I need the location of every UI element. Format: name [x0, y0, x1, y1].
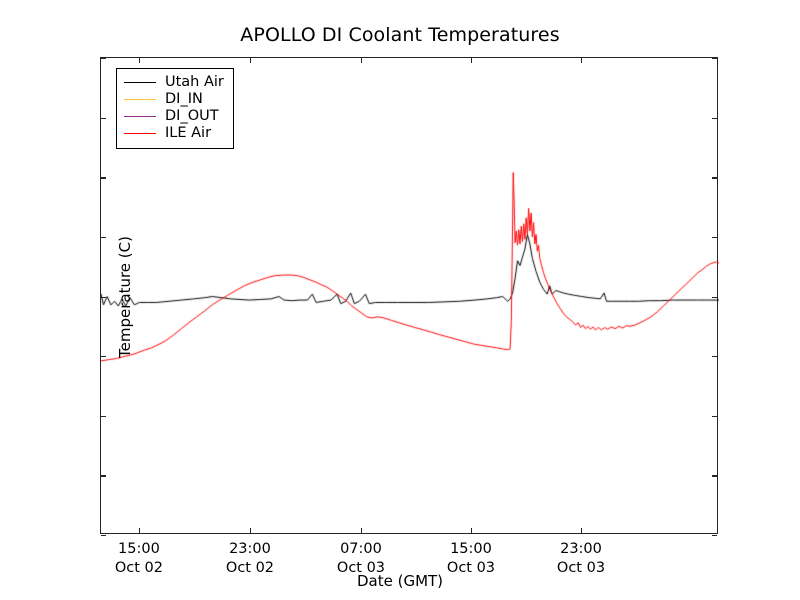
legend-item[interactable]: DI_IN: [124, 91, 224, 108]
x-tick-mark: [249, 528, 252, 533]
x-tick-mark-top: [360, 58, 363, 63]
x-tick-date: Oct 03: [446, 560, 496, 576]
x-tick-mark-top: [581, 58, 583, 63]
y-tick-mark: [101, 356, 106, 358]
x-tick-mark: [470, 528, 473, 533]
x-tick-time: 07:00: [340, 541, 382, 557]
legend-label: DI_OUT: [165, 108, 219, 124]
y-tick-mark-right: [712, 535, 717, 537]
x-tick-mark-top: [138, 58, 141, 63]
x-tick-mark-top: [249, 58, 252, 63]
x-tick-mark: [138, 528, 141, 533]
x-tick-label: 07:00 Oct 03: [301, 540, 421, 578]
legend-line-swatch: [124, 99, 156, 100]
y-tick-mark-right: [712, 475, 717, 477]
x-tick-date: Oct 02: [225, 560, 275, 576]
y-tick-mark: [101, 535, 106, 537]
y-tick-mark: [101, 236, 106, 239]
legend-item[interactable]: ILE Air: [124, 125, 224, 142]
x-tick-mark: [360, 528, 363, 533]
y-tick-mark: [101, 296, 106, 298]
x-tick-time: 15:00: [118, 541, 160, 557]
legend-line-swatch: [124, 116, 156, 117]
legend-line-swatch: [124, 82, 156, 83]
y-tick-mark: [101, 177, 106, 179]
x-tick-time: 23:00: [229, 541, 271, 557]
legend-label: ILE Air: [165, 125, 212, 141]
x-tick-label: 23:00 Oct 02: [190, 540, 310, 578]
legend-item[interactable]: Utah Air: [124, 74, 224, 91]
chart-title: APOLLO DI Coolant Temperatures: [240, 24, 560, 46]
legend-label: Utah Air: [165, 74, 224, 90]
x-tick-time: 15:00: [450, 541, 492, 557]
x-tick-date: Oct 03: [556, 560, 606, 576]
x-tick-date: Oct 03: [336, 560, 386, 576]
y-tick-mark: [101, 58, 106, 60]
x-tick-mark: [581, 528, 583, 533]
y-tick-mark-right: [712, 415, 717, 418]
y-tick-mark-right: [712, 296, 717, 298]
legend-line-swatch: [124, 133, 156, 134]
chart-legend: Utah Air DI_IN DI_OUT ILE Air: [116, 68, 234, 149]
plot-area: Temperature (C) 0510152025303540 15:00Oc…: [100, 57, 719, 576]
x-tick-date: Oct 02: [114, 560, 163, 576]
y-tick-mark-right: [712, 356, 717, 358]
x-tick-mark-top: [470, 58, 473, 63]
x-tick-time: 23:00: [560, 541, 602, 557]
y-tick-mark-right: [712, 177, 717, 179]
x-tick-label: 15:00 Oct 02: [79, 540, 199, 578]
x-axis-label: Date (GMT): [356, 572, 444, 590]
y-tick-mark-right: [712, 58, 717, 60]
x-tick-label: 15:00 Oct 03: [411, 540, 531, 578]
x-tick-label: 23:00 Oct 03: [521, 540, 641, 578]
legend-label: DI_IN: [165, 91, 203, 107]
y-tick-mark: [101, 117, 106, 119]
y-tick-mark: [101, 415, 106, 418]
y-tick-mark: [101, 475, 106, 477]
legend-item[interactable]: DI_OUT: [124, 108, 224, 125]
y-tick-mark-right: [712, 117, 717, 119]
y-tick-mark-right: [712, 236, 717, 239]
